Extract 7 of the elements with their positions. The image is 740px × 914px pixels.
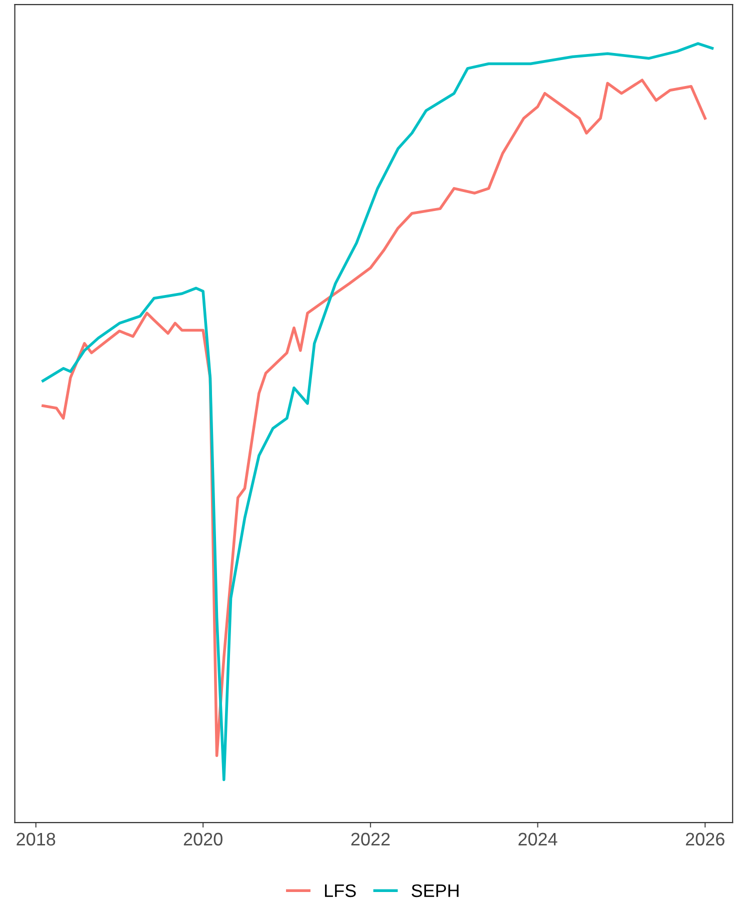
- legend-label: LFS: [325, 884, 356, 898]
- x-tick-label: 2022: [351, 832, 390, 846]
- x-tick-label: 2026: [686, 832, 724, 846]
- x-tick-label: 2024: [518, 832, 558, 846]
- legend-label: SEPH: [412, 884, 459, 898]
- x-tick-label: 2018: [16, 832, 56, 846]
- x-tick-label: 2020: [184, 832, 222, 846]
